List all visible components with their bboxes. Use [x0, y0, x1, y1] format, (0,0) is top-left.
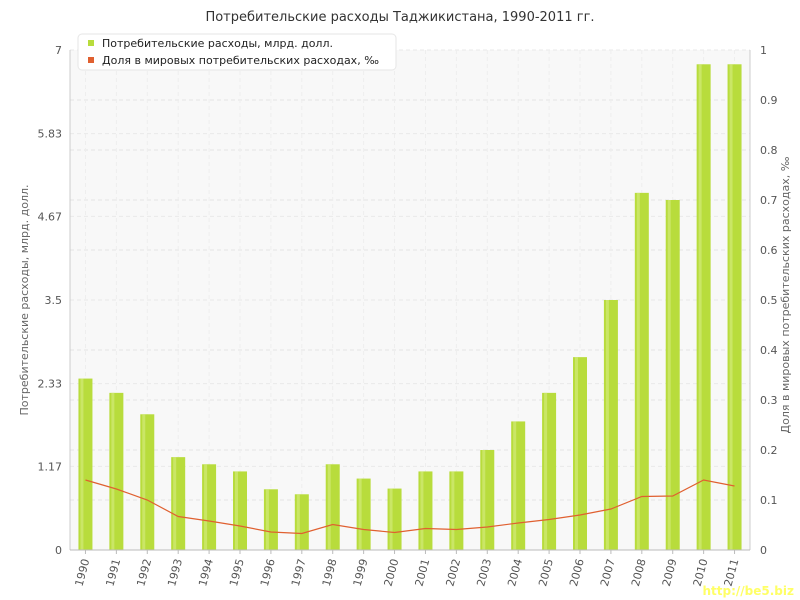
y-axis-label-right: Доля в мировых потребительских расходах,…: [779, 156, 792, 433]
bar-highlight-1991: [111, 392, 115, 550]
bar-highlight-2004: [513, 421, 517, 550]
x-tick-label: 2009: [660, 557, 680, 587]
legend-label-bars: Потребительские расходы, млрд. долл.: [102, 37, 333, 50]
x-tick-label: 1994: [196, 557, 216, 587]
bar-series: [78, 64, 742, 551]
bar-highlight-2011: [729, 64, 733, 551]
right-tick-label: 0.3: [760, 394, 778, 407]
x-tick-label: 1997: [289, 557, 309, 587]
x-tick-label: 2003: [474, 557, 494, 587]
x-tick-label: 2008: [629, 557, 649, 587]
legend-swatch-line: [88, 57, 94, 63]
axes: [69, 50, 751, 551]
x-tick-label: 2006: [567, 557, 587, 587]
legend-label-line: Доля в мировых потребительских расходах,…: [102, 54, 379, 67]
right-tick-label: 0: [760, 544, 767, 557]
y-axis-label-left: Потребительские расходы, млрд. долл.: [18, 185, 31, 416]
bar-highlight-2003: [482, 450, 486, 550]
left-axis-ticks: 0 1.17 2.33 3.5 4.67 5.83 7: [38, 44, 63, 557]
line-series: [85, 479, 735, 535]
x-tick-label: 1991: [103, 557, 123, 587]
left-tick-label: 2.33: [38, 378, 63, 391]
x-tick-label: 1998: [320, 557, 340, 587]
watermark: http://be5.biz: [702, 584, 795, 598]
right-tick-label: 0.9: [760, 94, 778, 107]
x-tick-label: 2000: [382, 557, 402, 587]
bar-highlight-1999: [358, 478, 362, 550]
chart-title: Потребительские расходы Таджикистана, 19…: [205, 10, 595, 25]
bar-highlight-2010: [698, 64, 702, 551]
right-tick-label: 0.2: [760, 444, 778, 457]
right-tick-label: 0.4: [760, 344, 778, 357]
bar-highlight-1998: [327, 464, 331, 550]
bar-highlight-2006: [575, 357, 578, 550]
right-tick-label: 0.5: [760, 294, 778, 307]
bar-highlight-2000: [389, 488, 393, 550]
bar-highlight-1993: [173, 457, 177, 550]
x-tick-label: 1999: [351, 557, 371, 587]
bar-highlight-2009: [667, 200, 671, 550]
bar-highlight-2001: [420, 471, 424, 550]
x-axis-ticks: 1990 1991 1992 1993 1994 1995 1996 1997 1998 1999…: [73, 550, 741, 588]
right-tick-label: 0.6: [760, 244, 778, 257]
bar-highlight-1996: [265, 489, 269, 550]
bar-highlight-1995: [235, 471, 238, 550]
bar-highlight-2007: [605, 300, 609, 550]
left-tick-label: 4.67: [38, 210, 63, 223]
bar-highlight-2002: [451, 471, 455, 550]
right-tick-label: 0.1: [760, 494, 778, 507]
bar-highlight-2008: [636, 192, 640, 550]
x-tick-label: 1990: [73, 557, 93, 587]
left-tick-label: 0: [55, 544, 62, 557]
x-tick-label: 2001: [413, 557, 433, 587]
left-tick-label: 1.17: [38, 460, 63, 473]
x-tick-label: 1992: [134, 557, 154, 587]
legend: Потребительские расходы, млрд. долл. Дол…: [77, 33, 397, 71]
right-axis-ticks: 0 0.1 0.2 0.3 0.4 0.5 0.6 0.7 0.8 0.9 1: [760, 44, 778, 557]
bar-highlight-1994: [204, 464, 208, 550]
bar-highlight-1990: [80, 378, 84, 550]
x-tick-label: 2004: [505, 557, 525, 587]
x-tick-label: 1996: [258, 557, 278, 587]
right-tick-label: 0.8: [760, 144, 778, 157]
x-tick-label: 1995: [227, 557, 247, 587]
line-series-path: [85, 479, 735, 535]
bar-highlight-2005: [544, 392, 548, 550]
left-tick-label: 5.83: [38, 128, 63, 141]
legend-swatch-bars: [88, 40, 94, 46]
legend-box: [77, 33, 397, 71]
x-tick-label: 2007: [598, 557, 618, 587]
left-tick-label: 7: [55, 44, 62, 57]
bar-highlight-1992: [142, 414, 146, 550]
bar-highlight-1997: [296, 494, 300, 550]
x-tick-label: 1993: [165, 557, 185, 587]
x-tick-label: 2002: [443, 557, 463, 587]
x-tick-label: 2005: [536, 557, 556, 587]
left-tick-label: 3.5: [45, 294, 63, 307]
right-tick-label: 0.7: [760, 194, 778, 207]
right-tick-label: 1: [760, 44, 767, 57]
